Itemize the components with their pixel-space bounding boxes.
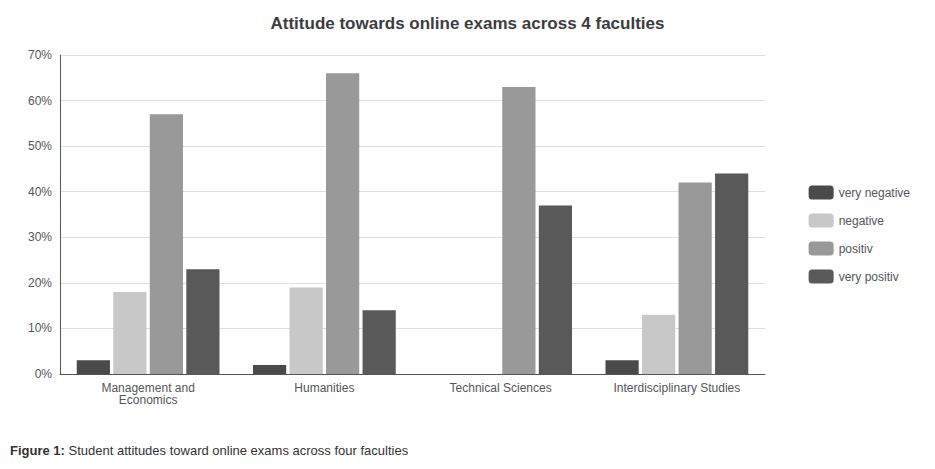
svg-text:very positiv: very positiv	[839, 270, 899, 284]
svg-text:very negative: very negative	[839, 186, 911, 200]
svg-text:30%: 30%	[28, 230, 52, 244]
svg-text:Interdisciplinary Studies: Interdisciplinary Studies	[614, 381, 741, 395]
svg-text:Humanities: Humanities	[294, 381, 354, 395]
svg-text:20%: 20%	[28, 276, 52, 290]
svg-text:Technical Sciences: Technical Sciences	[450, 381, 552, 395]
svg-text:Economics: Economics	[119, 393, 178, 407]
svg-text:Figure 1:: Figure 1:	[10, 443, 65, 458]
svg-text:50%: 50%	[28, 139, 52, 153]
svg-text:60%: 60%	[28, 94, 52, 108]
svg-text:70%: 70%	[28, 48, 52, 62]
svg-text:negative: negative	[839, 214, 885, 228]
svg-text:40%: 40%	[28, 185, 52, 199]
svg-text:Attitude towards online exams: Attitude towards online exams across 4 f…	[271, 14, 665, 33]
svg-text:0%: 0%	[35, 367, 53, 381]
svg-text:Management and: Management and	[101, 381, 195, 395]
svg-text:10%: 10%	[28, 321, 52, 335]
svg-text:Student attitudes toward onlin: Student attitudes toward online exams ac…	[69, 443, 409, 458]
svg-text:positiv: positiv	[839, 242, 873, 256]
